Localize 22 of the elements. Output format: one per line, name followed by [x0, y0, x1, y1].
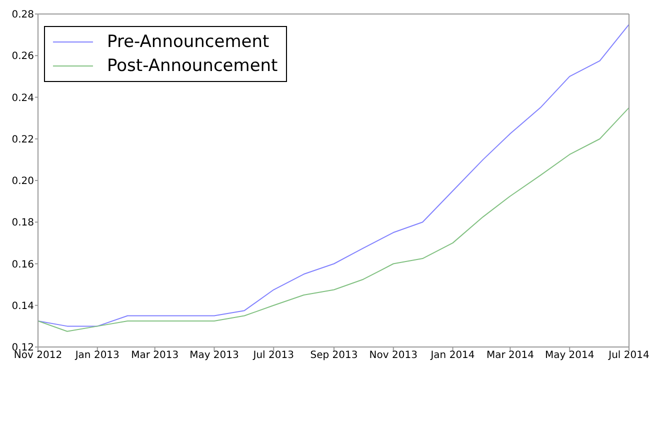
y-tick-label: 0.22	[12, 134, 34, 146]
x-tick-label: May 2013	[190, 350, 239, 362]
y-tick-label: 0.14	[12, 300, 34, 312]
y-tick-label: 0.26	[12, 51, 34, 62]
x-tick-label: Jan 2014	[430, 350, 475, 362]
y-tick-label: 0.20	[12, 176, 34, 188]
y-tick-label: 0.24	[12, 92, 34, 104]
x-tick-label: Mar 2013	[131, 350, 179, 362]
x-tick-label: Jul 2014	[608, 350, 650, 362]
y-tick-label: 0.18	[12, 218, 34, 229]
legend-label: Post-Announcement	[107, 56, 278, 76]
y-tick-label: 0.28	[12, 10, 34, 21]
x-tick-label: Nov 2013	[369, 350, 418, 362]
y-tick-label: 0.16	[12, 259, 34, 270]
x-tick-label: Jul 2013	[252, 350, 294, 362]
x-tick-label: May 2014	[544, 350, 594, 362]
x-tick-label: Jan 2013	[74, 350, 120, 362]
x-tick-label: Mar 2014	[486, 350, 534, 362]
line-series	[38, 107, 629, 332]
legend-label: Pre-Announcement	[107, 32, 270, 52]
x-tick-label: Sep 2013	[310, 350, 358, 362]
line-series	[38, 24, 629, 327]
